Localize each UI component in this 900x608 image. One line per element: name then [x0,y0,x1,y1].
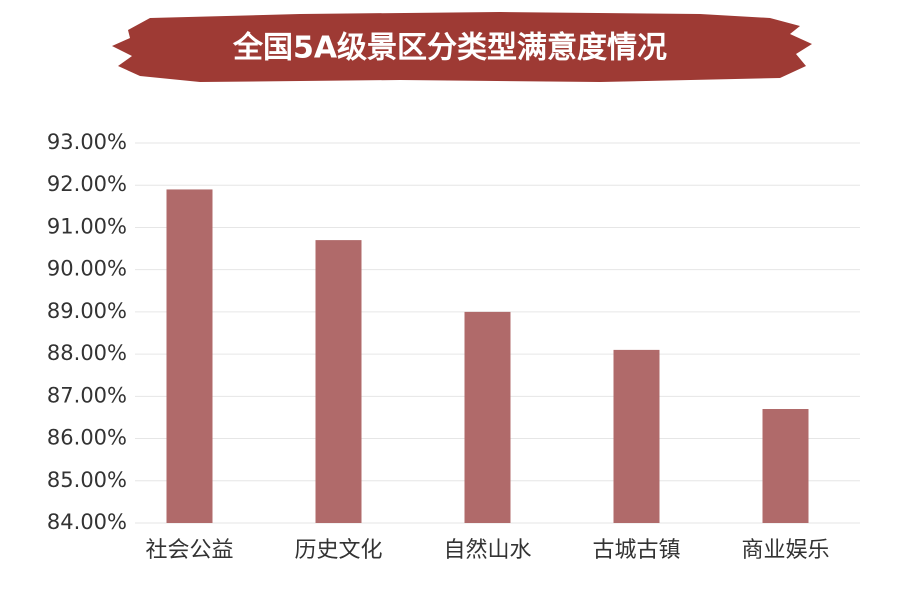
x-tick-label: 古城古镇 [592,538,680,563]
bar [762,409,809,523]
y-tick-label: 93.00% [47,130,127,154]
y-tick-label: 87.00% [47,383,127,407]
y-tick-label: 88.00% [47,341,127,365]
x-tick-label: 自然山水 [443,538,531,563]
x-tick-label: 历史文化 [294,538,382,563]
y-tick-label: 89.00% [47,299,127,323]
y-tick-label: 92.00% [47,172,127,196]
x-tick-label: 社会公益 [145,538,233,563]
y-tick-label: 86.00% [47,426,127,450]
x-tick-label: 商业娱乐 [741,538,829,563]
bar [464,311,511,523]
chart-title: 全国5A级景区分类型满意度情况 [232,31,667,66]
y-tick-label: 84.00% [47,510,127,534]
y-tick-label: 91.00% [47,214,127,238]
bar [166,189,213,523]
y-tick-label: 90.00% [47,257,127,281]
bar [315,240,362,523]
title-banner [112,12,812,82]
y-tick-label: 85.00% [47,468,127,492]
bar [613,349,660,523]
